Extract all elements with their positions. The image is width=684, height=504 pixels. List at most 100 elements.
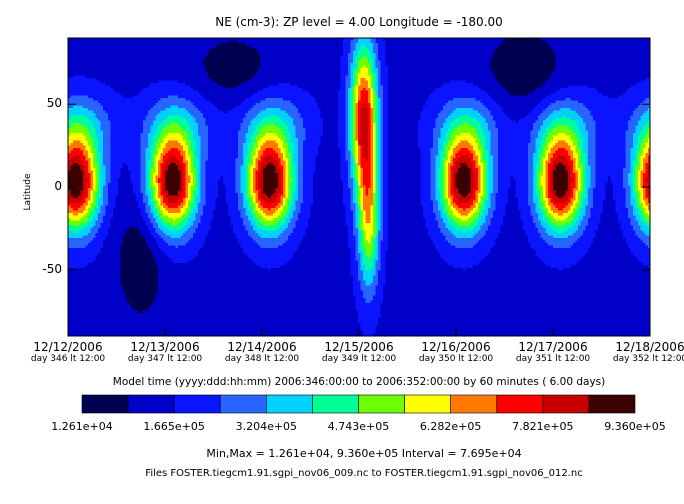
contour-cell [328, 78, 331, 81]
contour-cell [143, 43, 146, 46]
contour-cell [211, 71, 214, 74]
contour-cell [611, 81, 614, 84]
contour-cell [88, 83, 91, 86]
contour-cell [543, 51, 546, 54]
contour-cell [378, 68, 381, 71]
contour-cell [203, 78, 206, 81]
contour-cell [243, 53, 246, 56]
contour-cell [76, 88, 79, 91]
contour-cell [138, 46, 141, 49]
contour-cell [493, 51, 496, 54]
contour-cell [136, 56, 139, 59]
contour-cell [181, 71, 184, 74]
contour-cell [408, 78, 411, 81]
contour-cell [423, 63, 426, 66]
contour-cell [551, 81, 554, 84]
contour-cell [601, 46, 604, 49]
contour-cell [481, 78, 484, 81]
contour-cell [348, 63, 351, 66]
contour-cell [406, 66, 409, 69]
contour-cell [521, 76, 524, 79]
contour-cell [78, 48, 81, 51]
contour-cell [276, 51, 279, 54]
contour-cell [621, 48, 624, 51]
contour-cell [628, 61, 631, 64]
contour-cell [313, 43, 316, 46]
contour-cell [356, 51, 359, 54]
contour-cell [536, 41, 539, 44]
contour-cell [323, 63, 326, 66]
contour-cell [403, 58, 406, 61]
contour-cell [388, 53, 391, 56]
contour-cell [301, 91, 304, 94]
contour-cell [366, 66, 369, 69]
contour-cell [481, 86, 484, 89]
contour-cell [496, 76, 499, 79]
contour-cell [371, 68, 374, 71]
contour-cell [343, 63, 346, 66]
contour-cell [486, 43, 489, 46]
contour-cell [288, 68, 291, 71]
contour-cell [421, 56, 424, 59]
contour-cell [441, 71, 444, 74]
contour-cell [106, 73, 109, 76]
contour-cell [543, 61, 546, 64]
contour-cell [258, 91, 261, 94]
contour-cell [88, 81, 91, 84]
contour-cell [281, 71, 284, 74]
contour-cell [301, 58, 304, 61]
contour-cell [443, 68, 446, 71]
contour-cell [91, 58, 94, 61]
contour-cell [351, 66, 354, 69]
contour-cell [278, 76, 281, 79]
contour-cell [508, 48, 511, 51]
contour-cell [463, 78, 466, 81]
contour-cell [441, 61, 444, 64]
contour-cell [413, 48, 416, 51]
contour-cell [528, 56, 531, 59]
contour-cell [636, 81, 639, 84]
contour-cell [71, 53, 74, 56]
contour-cell [533, 56, 536, 59]
contour-cell [506, 46, 509, 49]
contour-cell [488, 41, 491, 44]
contour-cell [118, 86, 121, 89]
contour-cell [93, 58, 96, 61]
contour-cell [463, 58, 466, 61]
contour-cell [203, 86, 206, 89]
contour-cell [106, 41, 109, 44]
contour-cell [183, 88, 186, 91]
contour-cell [96, 76, 99, 79]
contour-cell [156, 73, 159, 76]
contour-cell [613, 43, 616, 46]
contour-cell [93, 81, 96, 84]
contour-cell [646, 71, 649, 74]
contour-cell [213, 68, 216, 71]
contour-cell [381, 51, 384, 54]
contour-cell [461, 86, 464, 89]
contour-cell [166, 91, 169, 94]
contour-cell [453, 46, 456, 49]
contour-cell [263, 86, 266, 89]
contour-cell [91, 78, 94, 81]
contour-cell [588, 63, 591, 66]
contour-cell [81, 46, 84, 49]
contour-cell [283, 81, 286, 84]
contour-cell [596, 41, 599, 44]
contour-cell [638, 76, 641, 79]
contour-cell [586, 63, 589, 66]
contour-cell [103, 46, 106, 49]
contour-cell [646, 63, 649, 66]
contour-cell [576, 76, 579, 79]
contour-cell [96, 81, 99, 84]
contour-cell [193, 46, 196, 49]
contour-cell [246, 68, 249, 71]
contour-cell [261, 81, 264, 84]
contour-cell [446, 81, 449, 84]
contour-cell [528, 48, 531, 51]
contour-cell [343, 41, 346, 44]
contour-cell [196, 63, 199, 66]
contour-cell [193, 66, 196, 69]
contour-cell [488, 53, 491, 56]
contour-cell [331, 56, 334, 59]
